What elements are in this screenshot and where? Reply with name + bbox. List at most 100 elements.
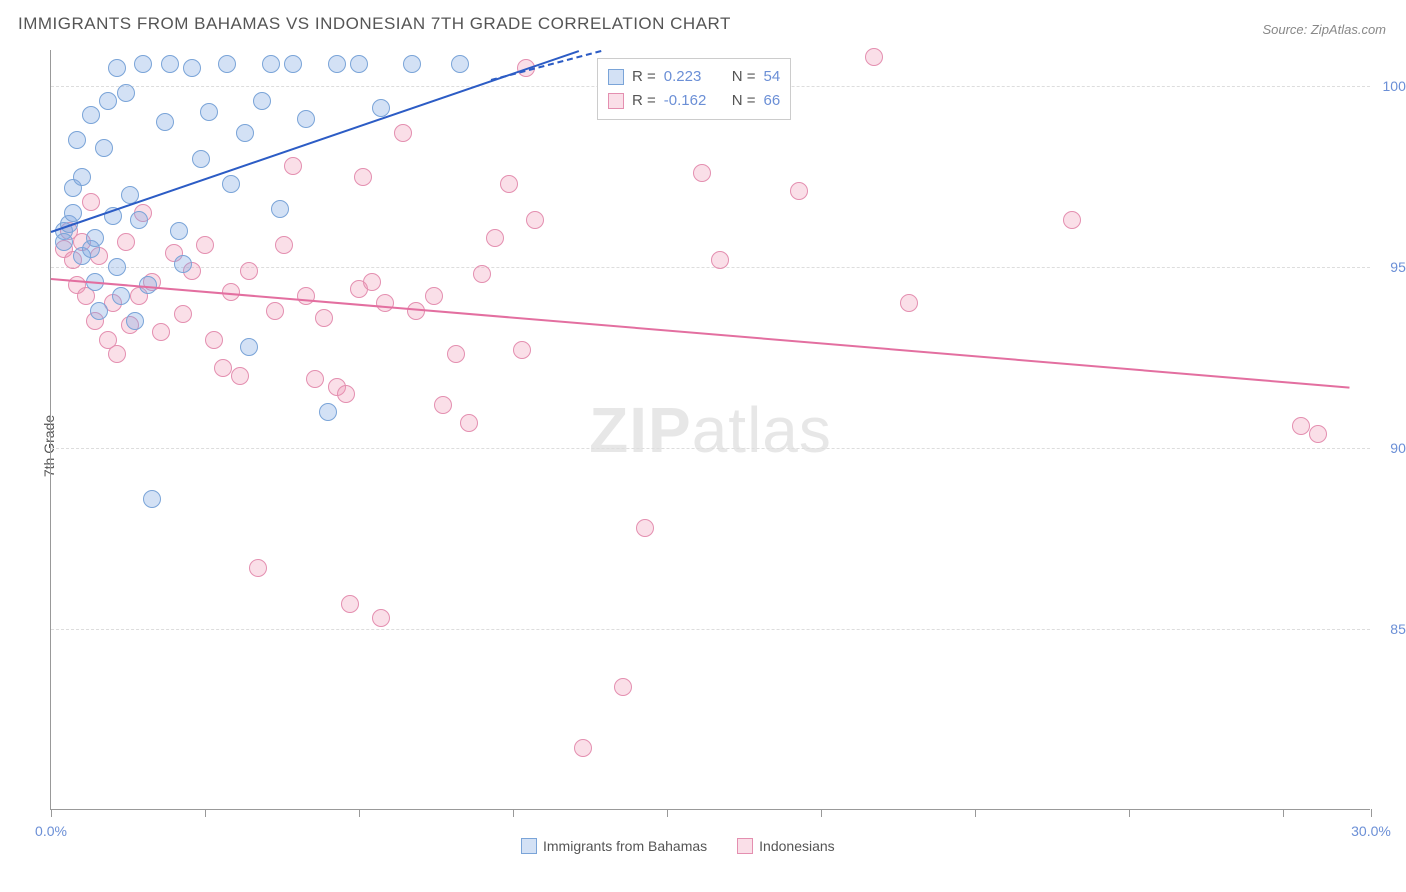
scatter-point-indonesians: [1309, 425, 1327, 443]
x-tick-label: 0.0%: [35, 823, 67, 839]
scatter-point-bahamas: [222, 175, 240, 193]
scatter-point-bahamas: [236, 124, 254, 142]
scatter-point-bahamas: [108, 59, 126, 77]
scatter-point-indonesians: [275, 236, 293, 254]
scatter-point-bahamas: [253, 92, 271, 110]
y-tick-label: 100.0%: [1383, 78, 1406, 94]
stats-box: R = 0.223 N = 54 R = -0.162 N = 66: [597, 58, 791, 120]
scatter-point-bahamas: [126, 312, 144, 330]
scatter-point-bahamas: [350, 55, 368, 73]
scatter-point-bahamas: [192, 150, 210, 168]
scatter-point-bahamas: [297, 110, 315, 128]
scatter-point-bahamas: [86, 229, 104, 247]
chart-container: IMMIGRANTS FROM BAHAMAS VS INDONESIAN 7T…: [0, 0, 1406, 892]
scatter-point-bahamas: [64, 204, 82, 222]
scatter-point-indonesians: [354, 168, 372, 186]
x-tick: [359, 809, 360, 817]
scatter-point-indonesians: [372, 609, 390, 627]
scatter-point-indonesians: [284, 157, 302, 175]
scatter-point-indonesians: [205, 331, 223, 349]
scatter-point-bahamas: [372, 99, 390, 117]
scatter-point-indonesians: [363, 273, 381, 291]
scatter-point-bahamas: [112, 287, 130, 305]
scatter-point-indonesians: [174, 305, 192, 323]
scatter-point-indonesians: [693, 164, 711, 182]
swatch-indonesians: [608, 93, 624, 109]
scatter-point-indonesians: [1063, 211, 1081, 229]
swatch-bahamas: [608, 69, 624, 85]
r-label: R =: [632, 65, 656, 89]
scatter-point-bahamas: [319, 403, 337, 421]
scatter-point-indonesians: [108, 345, 126, 363]
legend-label: Immigrants from Bahamas: [543, 838, 707, 854]
scatter-point-indonesians: [1292, 417, 1310, 435]
plot-area: ZIPatlas 85.0%90.0%95.0%100.0%0.0%30.0%R…: [50, 50, 1370, 810]
scatter-point-indonesians: [614, 678, 632, 696]
r-value: 0.223: [664, 65, 724, 89]
n-label: N =: [732, 89, 756, 113]
scatter-point-indonesians: [865, 48, 883, 66]
stats-row-indonesians: R = -0.162 N = 66: [608, 89, 780, 113]
scatter-point-indonesians: [447, 345, 465, 363]
scatter-point-indonesians: [900, 294, 918, 312]
scatter-point-indonesians: [394, 124, 412, 142]
scatter-point-indonesians: [196, 236, 214, 254]
watermark: ZIPatlas: [589, 393, 832, 467]
scatter-point-indonesians: [636, 519, 654, 537]
swatch-indonesians: [737, 838, 753, 854]
scatter-point-indonesians: [425, 287, 443, 305]
scatter-point-bahamas: [73, 168, 91, 186]
scatter-point-indonesians: [711, 251, 729, 269]
scatter-point-bahamas: [68, 131, 86, 149]
regression-line: [491, 50, 601, 81]
x-tick: [667, 809, 668, 817]
scatter-point-bahamas: [55, 233, 73, 251]
scatter-point-indonesians: [513, 341, 531, 359]
gridline-h: [51, 629, 1370, 630]
scatter-point-indonesians: [231, 367, 249, 385]
r-value: -0.162: [664, 89, 724, 113]
scatter-point-bahamas: [200, 103, 218, 121]
scatter-point-indonesians: [337, 385, 355, 403]
x-tick: [1371, 809, 1372, 817]
swatch-bahamas: [521, 838, 537, 854]
scatter-point-bahamas: [134, 55, 152, 73]
x-tick: [1283, 809, 1284, 817]
scatter-point-indonesians: [315, 309, 333, 327]
scatter-point-indonesians: [341, 595, 359, 613]
scatter-point-bahamas: [95, 139, 113, 157]
x-tick: [1129, 809, 1130, 817]
n-label: N =: [732, 65, 756, 89]
source-label: Source: ZipAtlas.com: [1262, 22, 1386, 37]
scatter-point-indonesians: [266, 302, 284, 320]
scatter-point-bahamas: [218, 55, 236, 73]
scatter-point-bahamas: [130, 211, 148, 229]
scatter-point-bahamas: [161, 55, 179, 73]
scatter-point-bahamas: [108, 258, 126, 276]
r-label: R =: [632, 89, 656, 113]
scatter-point-bahamas: [328, 55, 346, 73]
scatter-point-indonesians: [500, 175, 518, 193]
x-tick: [205, 809, 206, 817]
scatter-point-indonesians: [574, 739, 592, 757]
x-tick: [975, 809, 976, 817]
n-value: 54: [764, 65, 781, 89]
chart-title: IMMIGRANTS FROM BAHAMAS VS INDONESIAN 7T…: [18, 14, 731, 34]
y-tick-label: 95.0%: [1390, 259, 1406, 275]
scatter-point-bahamas: [156, 113, 174, 131]
scatter-point-indonesians: [473, 265, 491, 283]
scatter-point-bahamas: [284, 55, 302, 73]
scatter-point-bahamas: [90, 302, 108, 320]
stats-row-bahamas: R = 0.223 N = 54: [608, 65, 780, 89]
scatter-point-indonesians: [297, 287, 315, 305]
n-value: 66: [764, 89, 781, 113]
scatter-point-bahamas: [99, 92, 117, 110]
scatter-point-indonesians: [240, 262, 258, 280]
y-tick-label: 90.0%: [1390, 440, 1406, 456]
scatter-point-indonesians: [117, 233, 135, 251]
x-tick-label: 30.0%: [1351, 823, 1391, 839]
scatter-point-indonesians: [434, 396, 452, 414]
scatter-point-bahamas: [451, 55, 469, 73]
scatter-point-bahamas: [183, 59, 201, 77]
scatter-point-indonesians: [376, 294, 394, 312]
